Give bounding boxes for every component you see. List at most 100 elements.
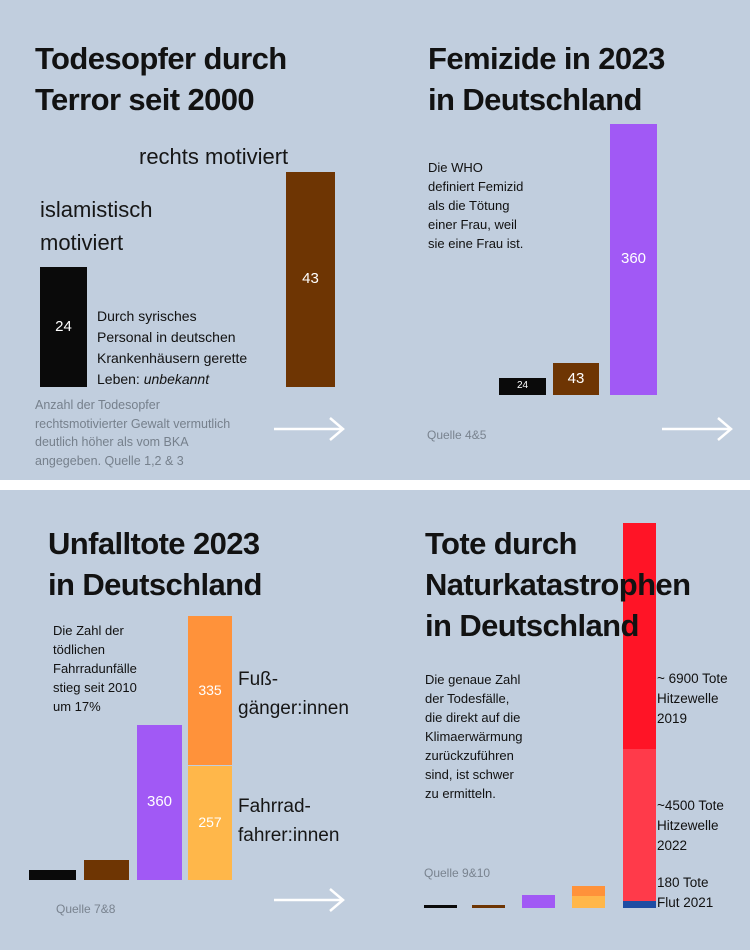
title-line: Terror seit 2000 (35, 82, 255, 117)
bar-value-label: 257 (198, 814, 222, 831)
title-line: in Deutschland (425, 608, 639, 643)
annotation-line: Durch syrisches (97, 308, 197, 324)
bar-hitzewelle-2019 (623, 523, 656, 749)
segment-label-line: Hitzewelle (657, 818, 719, 833)
bar-femizide-1 (553, 363, 599, 395)
segment-label-line: ~4500 Tote (657, 798, 724, 813)
bar-femizide (522, 895, 555, 908)
bar-femizide-0 (499, 378, 546, 395)
panel-divider (0, 480, 750, 490)
annotation-line: tödlichen (53, 642, 106, 657)
bar-rechts (286, 172, 335, 387)
unfalltote-source: Quelle 7&8 (56, 902, 116, 916)
bar-terror-islamistisch (29, 870, 76, 880)
fahrrad-annotation: Die Zahl der tödlichen Fahrradunfälle st… (53, 621, 137, 716)
title-line: Naturkatastrophen (425, 567, 691, 602)
annotation-text: Leben: (97, 371, 144, 387)
unfalltote-chart-title: Unfalltote 2023 in Deutschland (48, 523, 262, 605)
fahrradfahrer-label: Fahrrad- fahrer:innen (238, 792, 339, 850)
annotation-line: Leben: unbekannt (97, 369, 247, 390)
rechts-motiviert-label: rechts motiviert (139, 140, 288, 173)
naturkatastrophen-source: Quelle 9&10 (424, 866, 491, 880)
title-line: Femizide in 2023 (428, 41, 665, 76)
segment-label-line: fahrer:innen (238, 825, 340, 846)
terror-chart-title: Todesopfer durch Terror seit 2000 (35, 38, 287, 120)
footnote-line: rechtsmotivierter Gewalt vermutlich (35, 416, 231, 431)
annotation-line: die direkt auf die (425, 710, 521, 725)
femizide-chart-title: Femizide in 2023 in Deutschland (428, 38, 665, 120)
category-label: islamistisch (40, 197, 153, 222)
footnote-line: Anzahl der Todesopfer (35, 398, 160, 412)
annotation-italic: unbekannt (143, 371, 210, 387)
bar-value-label: 43 (567, 369, 585, 387)
annotation-line: sind, ist schwer (425, 767, 514, 782)
title-line: Unfalltote 2023 (48, 526, 260, 561)
bar-value-label: 360 (146, 793, 173, 811)
segment-label-line: gänger:innen (238, 698, 349, 719)
bar-value-label: 24 (516, 380, 529, 392)
naturkatastrophen-chart-title: Tote durch Naturkatastrophen in Deutschl… (425, 523, 691, 646)
annotation-line: Krankenhäusern gerette (97, 350, 248, 366)
segment-label-line: Fahrrad- (238, 796, 311, 817)
segment-label-line: 180 Tote (657, 875, 709, 890)
annotation-line: um 17% (53, 699, 101, 714)
bar-femizide (137, 725, 182, 880)
title-line: in Deutschland (428, 82, 642, 117)
terror-footnote: Anzahl der Todesopfer rechtsmotivierter … (35, 396, 230, 470)
fussgaenger-label: Fuß- gänger:innen (238, 665, 349, 723)
annotation-line: zurückzuführen (425, 748, 514, 763)
flut-2021-label: 180 Tote Flut 2021 (657, 873, 713, 913)
title-line: in Deutschland (48, 567, 262, 602)
title-line: Tote durch (425, 526, 577, 561)
bar-fussgaenger (188, 616, 232, 766)
bar-terror-rechts (84, 860, 129, 880)
segment-label-line: Flut 2021 (657, 895, 714, 910)
bar-value-label: 43 (302, 270, 319, 288)
klima-annotation: Die genaue Zahl der Todesfälle, die dire… (425, 670, 523, 803)
segment-label-line: Fuß- (238, 669, 279, 690)
annotation-line: stieg seit 2010 (53, 680, 137, 695)
bar-value-label: 335 (198, 682, 222, 699)
bar-fahrradfahrer (572, 896, 605, 908)
annotation-line: definiert Femizid (428, 179, 524, 194)
femizide-source: Quelle 4&5 (427, 428, 487, 442)
annotation-line: Die genaue Zahl (425, 672, 521, 687)
bar-value-label: 360 (620, 250, 647, 268)
segment-label-line: 2022 (657, 838, 688, 853)
right-arrow-icon[interactable] (272, 414, 348, 444)
hitzewelle-2019-label: ~ 6900 Tote Hitzewelle 2019 (657, 669, 728, 729)
islamistisch-label: islamistisch motiviert (40, 193, 152, 259)
bar-terror-rechts (472, 905, 505, 908)
hitzewelle-2022-label: ~4500 Tote Hitzewelle 2022 (657, 796, 724, 856)
segment-label-line: Hitzewelle (657, 691, 719, 706)
bar-islamistisch (40, 267, 87, 387)
bar-value-label: 24 (55, 317, 72, 335)
annotation-line: Klimaerwärmung (425, 729, 523, 744)
bar-femizide-2 (610, 124, 657, 395)
annotation-line: als die Tötung (428, 198, 510, 213)
annotation-line: Die Zahl der (53, 623, 124, 638)
bar-fahrradfahrer (188, 765, 232, 880)
segment-label-line: ~ 6900 Tote (657, 671, 728, 686)
bar-fussgaenger (572, 886, 605, 896)
category-label: rechts motiviert (139, 144, 289, 169)
syrian-staff-annotation: Durch syrisches Personal in deutschen Kr… (97, 306, 247, 390)
annotation-line: Personal in deutschen (97, 329, 236, 345)
title-line: Todesopfer durch (35, 41, 287, 76)
right-arrow-icon[interactable] (272, 885, 348, 915)
bar-hitzewelle-2022 (623, 749, 656, 901)
segment-label-line: 2019 (657, 711, 688, 726)
annotation-line: sie eine Frau ist. (428, 236, 524, 251)
annotation-line: Fahrradunfälle (53, 661, 137, 676)
bar-terror-islamistisch (424, 905, 457, 908)
annotation-line: einer Frau, weil (428, 217, 517, 232)
footnote-line: deutlich höher als vom BKA (35, 435, 189, 449)
right-arrow-icon[interactable] (660, 414, 736, 444)
footnote-line: angegeben. Quelle 1,2 & 3 (35, 453, 184, 468)
who-definition-annotation: Die WHO definiert Femizid als die Tötung… (428, 158, 523, 253)
category-label: motiviert (40, 230, 124, 255)
annotation-line: der Todesfälle, (425, 691, 510, 706)
annotation-line: zu ermitteln. (425, 786, 496, 801)
bar-flut-2021 (623, 901, 656, 908)
annotation-line: Die WHO (428, 160, 483, 175)
